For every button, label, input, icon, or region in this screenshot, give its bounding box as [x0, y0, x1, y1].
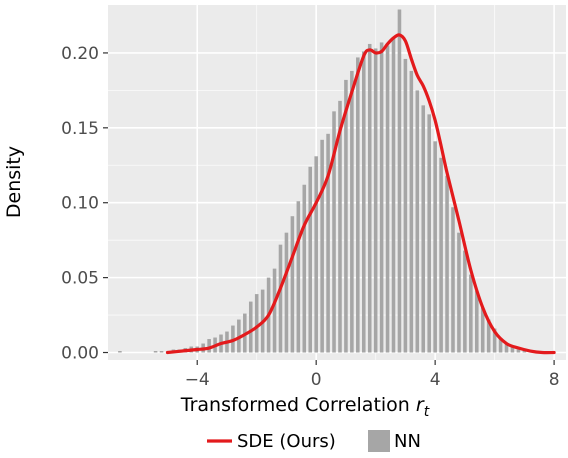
histogram-bar	[361, 51, 366, 353]
histogram-bar	[308, 166, 313, 353]
histogram-bar	[403, 58, 408, 353]
legend-swatch-nn	[368, 430, 390, 452]
histogram-bar	[421, 105, 426, 353]
histogram-bar	[451, 207, 455, 353]
histogram-bar	[409, 70, 414, 353]
histogram-bar	[486, 319, 491, 353]
legend-label-sde: SDE (Ours)	[237, 431, 336, 452]
histogram-bar	[391, 37, 396, 353]
histogram-bar	[480, 307, 485, 353]
histogram-bar	[463, 250, 467, 353]
histogram-bar	[284, 232, 289, 353]
histogram-bars	[118, 9, 527, 353]
y-axis-title: Density	[3, 146, 25, 218]
histogram-bar	[415, 90, 420, 353]
legend: SDE (Ours) NN	[207, 430, 421, 452]
histogram-bar	[272, 268, 277, 353]
histogram-bar	[290, 216, 295, 353]
histogram-bar	[427, 114, 431, 353]
histogram-bar	[445, 175, 449, 353]
x-tick-label: 8	[549, 370, 560, 390]
x-axis-title-text: Transformed Correlation	[180, 394, 410, 416]
histogram-bar	[332, 111, 336, 353]
histogram-bar	[516, 349, 521, 353]
histogram-bar	[433, 141, 437, 353]
histogram-bar	[350, 70, 354, 353]
histogram-bar	[457, 232, 461, 353]
x-axis: −4 0 4 8	[185, 360, 560, 390]
histogram-bar	[356, 57, 360, 353]
x-axis-title: Transformed Correlation rt	[180, 394, 430, 420]
histogram-bar	[118, 351, 122, 353]
histogram-bar	[248, 301, 253, 353]
histogram-bar	[326, 133, 330, 353]
histogram-bar	[159, 351, 164, 353]
y-tick-label: 0.00	[61, 344, 99, 364]
y-tick-label: 0.20	[61, 44, 99, 64]
histogram-bar	[522, 351, 527, 353]
sde-density-line	[165, 33, 556, 355]
histogram-bar	[397, 9, 402, 353]
histogram-bar	[469, 274, 473, 353]
histogram-bar	[296, 201, 301, 353]
x-axis-title-subscript: t	[424, 404, 430, 420]
y-tick-label: 0.05	[61, 269, 99, 289]
x-tick-label: −4	[185, 370, 210, 390]
legend-label-nn: NN	[394, 431, 421, 452]
x-axis-title-variable: r	[416, 394, 425, 416]
histogram-bar	[153, 351, 158, 353]
histogram-bar	[474, 291, 479, 353]
histogram-bar	[439, 157, 443, 353]
plot-panel	[108, 5, 566, 360]
histogram-bar	[379, 42, 384, 353]
histogram-bar	[385, 45, 390, 353]
histogram-bar	[344, 79, 348, 353]
y-tick-label: 0.10	[61, 194, 99, 214]
histogram-bar	[207, 339, 211, 353]
histogram-bar	[367, 43, 372, 353]
histogram-bar	[314, 156, 318, 353]
x-tick-label: 4	[430, 370, 441, 390]
histogram-bar	[254, 294, 259, 353]
histogram-bar	[338, 100, 342, 353]
x-tick-label: 0	[311, 370, 322, 390]
histogram-bar	[498, 339, 503, 353]
histogram-bar	[492, 328, 497, 353]
y-tick-label: 0.15	[61, 119, 99, 139]
histogram-bar	[510, 346, 515, 353]
histogram-bar	[320, 139, 324, 353]
histogram-bar	[302, 184, 307, 353]
histogram-bar	[278, 244, 283, 353]
histogram-bar	[504, 343, 509, 353]
histogram-bar	[373, 48, 378, 353]
y-axis: 0.00 0.05 0.10 0.15 0.20	[61, 44, 108, 364]
